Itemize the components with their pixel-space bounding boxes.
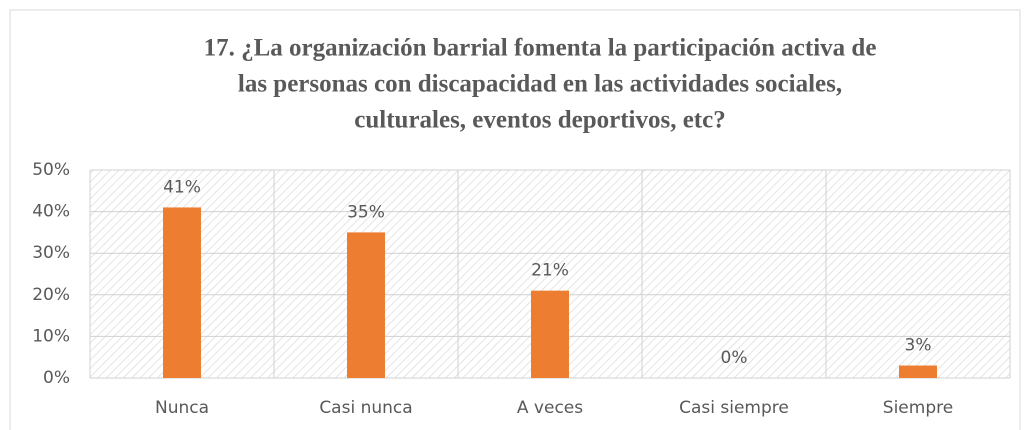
y-tick-label: 20% bbox=[32, 285, 70, 305]
data-label: 21% bbox=[531, 261, 569, 281]
y-tick-label: 50% bbox=[32, 160, 70, 180]
x-tick-label: Siempre bbox=[883, 398, 953, 418]
chart-title: 17. ¿La organización barrial fomenta la … bbox=[204, 35, 877, 62]
data-label: 3% bbox=[905, 336, 932, 356]
bar bbox=[347, 232, 385, 378]
chart-title: culturales, eventos deportivos, etc? bbox=[354, 107, 725, 134]
data-label: 41% bbox=[163, 177, 201, 197]
y-tick-label: 40% bbox=[32, 202, 70, 222]
y-tick-label: 30% bbox=[32, 243, 70, 263]
bar bbox=[899, 365, 937, 378]
x-tick-label: Casi siempre bbox=[679, 398, 789, 418]
x-tick-label: Nunca bbox=[155, 398, 209, 418]
chart-title: las personas con discapacidad en las act… bbox=[238, 71, 842, 98]
data-label: 0% bbox=[721, 348, 748, 368]
data-label: 35% bbox=[347, 202, 385, 222]
x-tick-label: A veces bbox=[517, 398, 583, 418]
x-tick-label: Casi nunca bbox=[319, 398, 412, 418]
bar bbox=[163, 207, 201, 378]
y-tick-label: 0% bbox=[43, 368, 70, 388]
y-tick-label: 10% bbox=[32, 326, 70, 346]
bar bbox=[531, 290, 569, 378]
